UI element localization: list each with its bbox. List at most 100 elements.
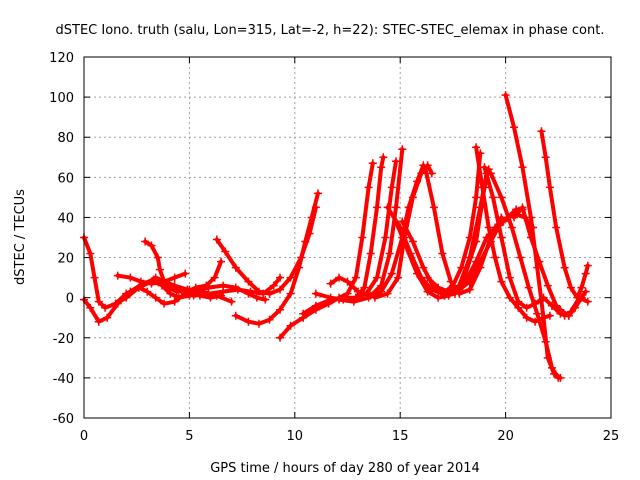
data-point-marker	[581, 287, 590, 296]
data-point-marker	[94, 317, 103, 326]
data-point-marker	[276, 333, 285, 342]
data-point-marker	[539, 313, 548, 322]
data-point-marker	[472, 193, 481, 202]
data-point-marker	[113, 271, 122, 280]
data-point-marker	[499, 217, 508, 226]
data-point-marker	[510, 213, 519, 222]
series-28	[547, 287, 590, 320]
x-tick-label: 5	[185, 429, 193, 444]
data-point-marker	[143, 287, 152, 296]
data-point-marker	[286, 321, 295, 330]
data-point-marker	[373, 203, 382, 212]
data-point-marker	[423, 161, 432, 170]
data-point-marker	[552, 223, 561, 232]
plot-frame	[83, 56, 612, 419]
data-point-marker	[183, 285, 192, 294]
data-points	[80, 91, 592, 382]
series-trace	[539, 129, 590, 300]
data-point-marker	[423, 287, 432, 296]
data-point-marker	[577, 283, 586, 292]
data-point-marker	[126, 273, 135, 282]
data-point-marker	[335, 273, 344, 282]
data-point-marker	[402, 243, 411, 252]
data-point-marker	[181, 269, 190, 278]
y-tick-label: -20	[53, 332, 74, 347]
data-point-marker	[103, 313, 112, 322]
data-point-marker	[265, 315, 274, 324]
data-point-marker	[547, 363, 556, 372]
data-point-marker	[398, 217, 407, 226]
data-point-marker	[505, 293, 514, 302]
y-axis-label: dSTEC / TECUs	[13, 189, 28, 285]
data-point-marker	[472, 143, 481, 152]
data-point-marker	[358, 233, 367, 242]
x-tick-label: 0	[80, 429, 88, 444]
data-point-marker	[313, 189, 322, 198]
data-point-marker	[440, 291, 449, 300]
data-point-marker	[541, 153, 550, 162]
y-tick-label: -40	[53, 372, 74, 387]
data-point-marker	[391, 157, 400, 166]
data-point-marker	[387, 269, 396, 278]
x-tick-label: 20	[497, 429, 514, 444]
data-point-marker	[486, 169, 495, 178]
data-point-marker	[419, 263, 428, 272]
data-point-marker	[429, 203, 438, 212]
data-point-marker	[507, 223, 516, 232]
data-point-marker	[501, 91, 510, 100]
data-point-marker	[244, 277, 253, 286]
y-tick-label: 120	[49, 51, 74, 66]
data-point-marker	[535, 257, 544, 266]
data-point-marker	[581, 269, 590, 278]
data-point-marker	[472, 237, 481, 246]
data-point-marker	[522, 313, 531, 322]
data-point-marker	[408, 193, 417, 202]
data-point-marker	[427, 169, 436, 178]
axis-ticks: 0 5 10 15 20 25 -60 -40 -20 0 20 40 60 80 100 120	[49, 51, 619, 444]
data-point-marker	[160, 277, 169, 286]
data-point-marker	[478, 183, 487, 192]
series-27	[537, 127, 592, 302]
data-point-marker	[373, 273, 382, 282]
data-point-marker	[227, 297, 236, 306]
data-point-marker	[231, 311, 240, 320]
data-point-marker	[233, 285, 242, 294]
data-point-marker	[434, 293, 443, 302]
data-point-marker	[383, 289, 392, 298]
data-point-marker	[335, 295, 344, 304]
data-point-marker	[564, 311, 573, 320]
data-point-marker	[522, 303, 531, 312]
data-point-marker	[537, 127, 546, 136]
y-tick-label: 100	[49, 91, 74, 106]
data-point-marker	[160, 299, 169, 308]
data-point-marker	[136, 277, 145, 286]
data-point-marker	[434, 283, 443, 292]
series-25	[486, 169, 563, 382]
data-point-marker	[421, 165, 430, 174]
data-point-marker	[246, 287, 255, 296]
data-point-marker	[254, 319, 263, 328]
data-point-marker	[577, 293, 586, 302]
data-point-marker	[461, 277, 470, 286]
data-point-marker	[510, 123, 519, 132]
data-point-marker	[259, 289, 268, 298]
data-point-marker	[111, 299, 120, 308]
data-point-marker	[383, 203, 392, 212]
data-point-marker	[147, 279, 156, 288]
data-point-marker	[349, 297, 358, 306]
data-point-marker	[231, 263, 240, 272]
data-point-marker	[408, 237, 417, 246]
data-point-marker	[398, 145, 407, 154]
data-point-marker	[151, 273, 160, 282]
data-point-marker	[94, 297, 103, 306]
data-point-marker	[364, 183, 373, 192]
data-point-marker	[301, 237, 310, 246]
data-point-marker	[370, 293, 379, 302]
y-tick-label: 20	[57, 252, 74, 267]
y-tick-label: 40	[57, 211, 74, 226]
data-point-marker	[413, 269, 422, 278]
data-point-marker	[377, 163, 386, 172]
data-point-marker	[307, 213, 316, 222]
